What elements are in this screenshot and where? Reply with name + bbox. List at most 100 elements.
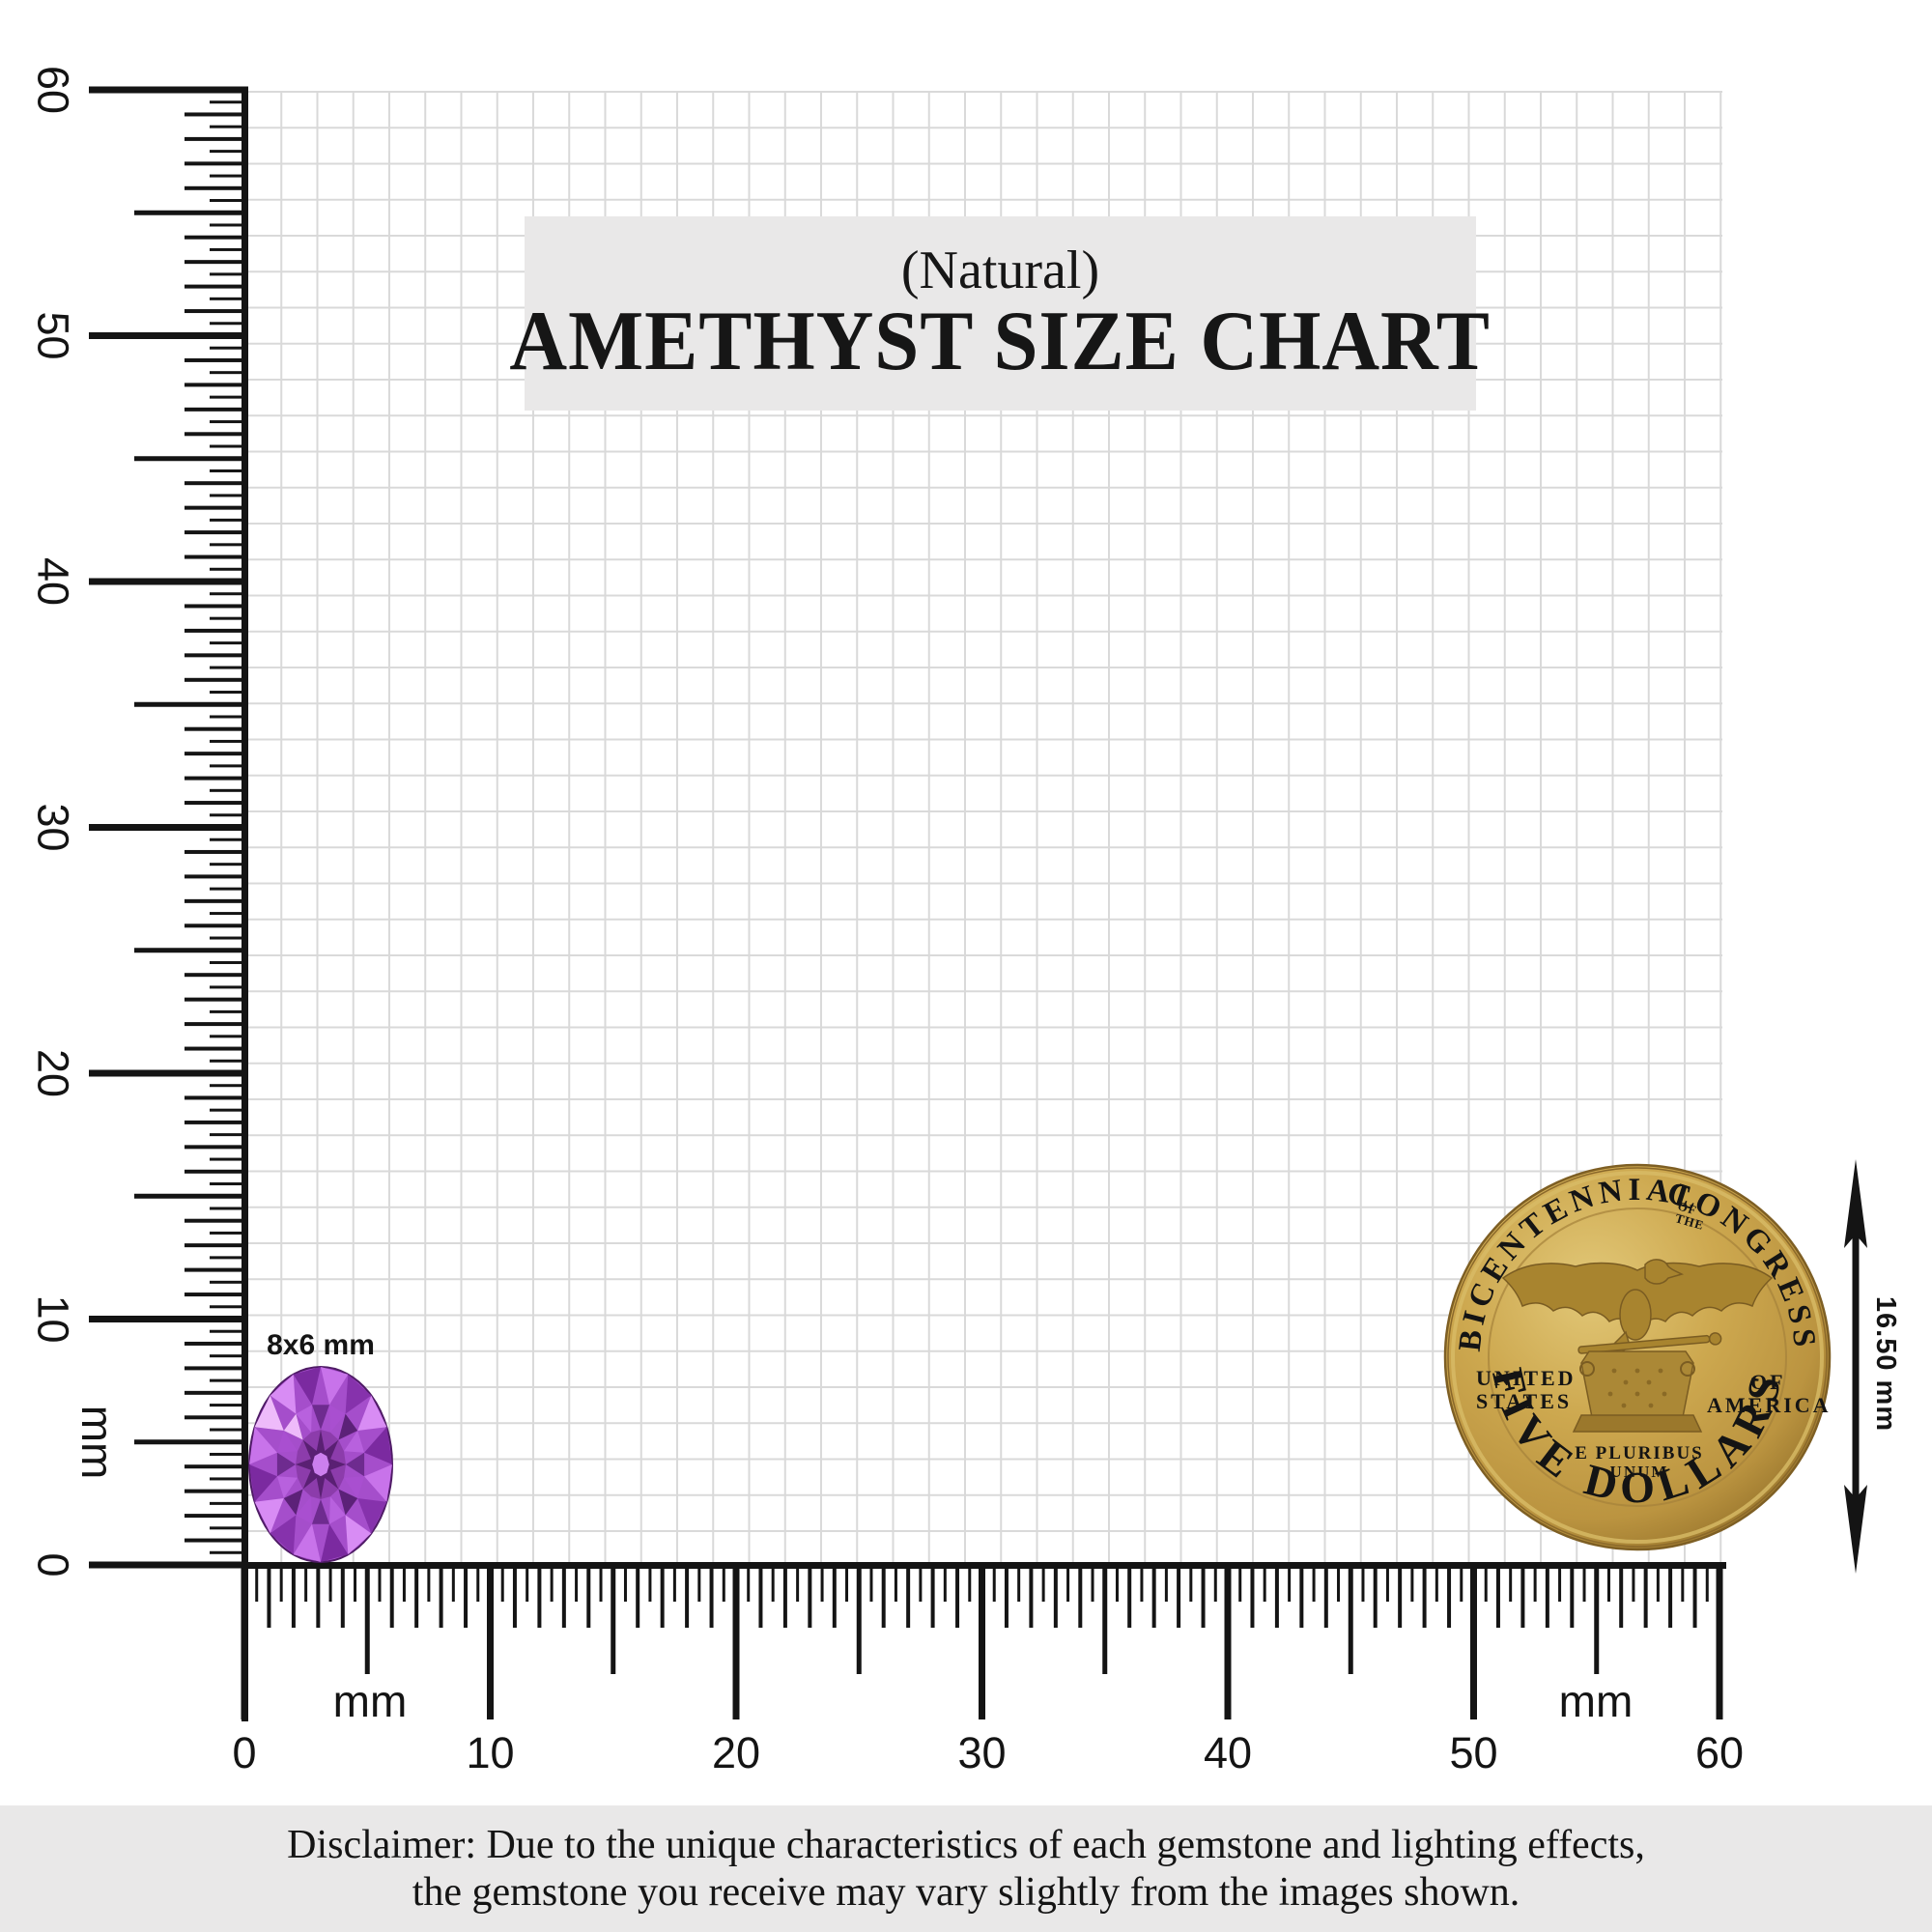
gem-sparkle (283, 1413, 303, 1440)
coin-text-unum: UNUM (1610, 1463, 1669, 1481)
title-box: (Natural) AMETHYST SIZE CHART (510, 216, 1490, 411)
gem-facet (254, 1498, 284, 1534)
ruler-tick-left (89, 1069, 248, 1077)
ruler-tick-left (185, 1145, 248, 1150)
ruler-tick-left (210, 1329, 248, 1333)
ruler-tick-bottom (354, 1563, 357, 1602)
ruler-tick-bottom (1619, 1563, 1624, 1628)
ruler-tick-bottom (697, 1563, 701, 1602)
ruler-tick-bottom (1274, 1563, 1279, 1628)
ruler-tick-bottom (1447, 1563, 1452, 1628)
ruler-tick-left (185, 1046, 248, 1051)
ruler-tick-bottom (1520, 1563, 1525, 1628)
ruler-tick-bottom (1361, 1563, 1365, 1602)
ruler-tick-left (134, 701, 248, 707)
ruler-tick-bottom (1692, 1563, 1697, 1628)
ruler-tick-left (185, 677, 248, 682)
ruler-tick-bottom (1385, 1563, 1389, 1602)
ruler-tick-bottom (1017, 1563, 1021, 1602)
ruler-tick-bottom (427, 1563, 431, 1602)
ruler-tick-left (89, 86, 248, 94)
ruler-label-bottom: 0 (232, 1728, 256, 1777)
ruler-left-main-line (242, 87, 248, 1721)
arrow-head-up (1844, 1159, 1867, 1248)
gem-facet (321, 1523, 349, 1562)
ruler-tick-left (185, 161, 248, 166)
amethyst-gem (248, 1366, 393, 1563)
ruler-label-left: 60 (29, 66, 78, 114)
ruler-tick-bottom (1705, 1563, 1709, 1602)
ruler-tick-bottom (1091, 1563, 1094, 1602)
ruler-tick-left (210, 641, 248, 645)
ruler-tick-left (210, 1108, 248, 1112)
ruler-tick-bottom (906, 1563, 911, 1628)
ruler-tick-bottom (1435, 1563, 1438, 1602)
gem-facet (276, 1452, 296, 1477)
ruler-label-left: 10 (29, 1294, 78, 1343)
disclaimer-line-1: Disclaimer: Due to the unique characteri… (287, 1823, 1645, 1868)
ruler-tick-left (185, 136, 248, 141)
ruler-tick-left (185, 1267, 248, 1272)
ruler-tick-left (210, 322, 248, 326)
ruler-tick-left (89, 578, 248, 585)
ruler-tick-left (185, 997, 248, 1002)
ruler-tick-bottom (561, 1563, 566, 1628)
ruler-tick-left (210, 543, 248, 547)
ruler-tick-left (210, 346, 248, 350)
ruler-tick-left (185, 1293, 248, 1297)
ruler-tick-bottom (820, 1563, 824, 1602)
ruler-tick-left (89, 1316, 248, 1322)
ruler-tick-left (134, 948, 248, 953)
ruler-tick-left (210, 1477, 248, 1481)
coin-text-united: UNITED (1476, 1366, 1577, 1390)
ruler-tick-left (210, 666, 248, 669)
ruler-tick-bottom (1250, 1563, 1255, 1628)
ruler-tick-left (210, 100, 248, 104)
ruler-tick-bottom (722, 1563, 725, 1602)
gem-sparkle (254, 1395, 284, 1431)
ruler-tick-left (210, 494, 248, 497)
gem-facet (283, 1489, 303, 1516)
ruler-tick-bottom (1004, 1563, 1009, 1628)
gem-facet (276, 1431, 298, 1453)
gem-facet (345, 1515, 372, 1555)
gem-facet (344, 1476, 365, 1498)
ruler-tick-left (185, 1390, 248, 1395)
ruler-tick-bottom (500, 1563, 504, 1602)
arrow-head-down (1844, 1485, 1867, 1574)
ruler-tick-left (185, 653, 248, 658)
ruler-tick-left (210, 150, 248, 154)
coin-eagle (1501, 1259, 1774, 1433)
ruler-tick-left (185, 1489, 248, 1493)
ruler-tick-left (210, 1035, 248, 1038)
ruler-tick-left (185, 1415, 248, 1420)
gem-facet (364, 1427, 392, 1464)
gem-facet (293, 1523, 321, 1562)
ruler-tick-left (185, 973, 248, 978)
ruler-tick-left (185, 874, 248, 879)
ruler-tick-left (210, 1305, 248, 1309)
ruler-tick-bottom (316, 1563, 321, 1628)
ruler-tick-left (210, 297, 248, 300)
ruler-tick-bottom (1053, 1563, 1058, 1628)
gem-facet (276, 1476, 298, 1498)
ruler-tick-bottom (1323, 1563, 1328, 1628)
gem-facet (249, 1464, 277, 1502)
ruler-tick-bottom (796, 1563, 800, 1602)
ruler-tick-left (89, 824, 248, 831)
ruler-tick-left (210, 616, 248, 620)
ruler-label-left: 20 (29, 1049, 78, 1097)
ruler-tick-bottom (1606, 1563, 1610, 1602)
gem-facet (249, 1427, 277, 1464)
ruler-tick-left (210, 764, 248, 768)
ruler-tick-left (185, 923, 248, 928)
gem-facet (321, 1367, 349, 1406)
gem-facet (312, 1405, 329, 1430)
gem-facet (357, 1498, 387, 1534)
ruler-tick-bottom (869, 1563, 873, 1602)
ruler-tick-bottom (439, 1563, 443, 1628)
ruler-tick-bottom (537, 1563, 542, 1628)
ruler-unit-label: mm (72, 1406, 123, 1480)
ruler-tick-bottom (1312, 1563, 1316, 1602)
ruler-tick-bottom (1213, 1563, 1217, 1602)
